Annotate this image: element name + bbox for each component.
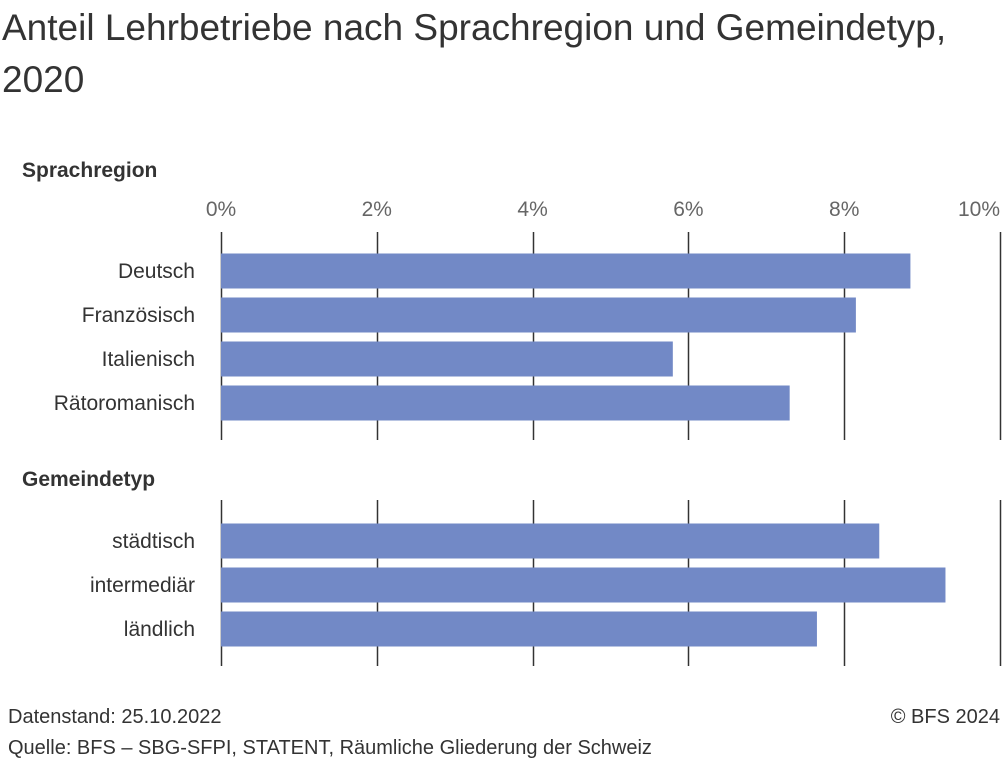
copyright-note: © BFS 2024	[890, 706, 1000, 728]
x-tick-label: 4%	[517, 198, 547, 221]
category-label: Französisch	[82, 304, 195, 327]
group-title: Gemeindetyp	[22, 468, 155, 491]
category-label: ländlich	[124, 618, 195, 641]
bar	[221, 341, 673, 377]
datenstand-note: Datenstand: 25.10.2022	[8, 706, 222, 728]
bar	[221, 523, 880, 559]
source-note: Quelle: BFS – SBG-SFPI, STATENT, Räumlic…	[8, 737, 652, 759]
category-label: intermediär	[90, 574, 195, 597]
x-tick-label: 6%	[673, 198, 703, 221]
bar	[221, 253, 911, 289]
chart-title: Anteil Lehrbetriebe nach Sprachregion un…	[2, 7, 947, 100]
bar	[221, 385, 790, 421]
group-title: Sprachregion	[22, 159, 157, 182]
category-label: Deutsch	[118, 260, 195, 283]
x-tick-label: 10%	[958, 198, 1000, 221]
category-label: Rätoromanisch	[54, 392, 195, 415]
x-tick-label: 2%	[362, 198, 392, 221]
category-label: Italienisch	[102, 348, 195, 371]
bar	[221, 297, 856, 333]
x-tick-label: 0%	[206, 198, 236, 221]
bar	[221, 567, 946, 603]
bar-chart: 0% 2% 4% 6% 8% 10% Sprachregion Deutsch Französi…	[22, 159, 1002, 666]
x-tick-label: 8%	[829, 198, 859, 221]
category-label: städtisch	[112, 530, 195, 553]
bar	[221, 611, 817, 647]
